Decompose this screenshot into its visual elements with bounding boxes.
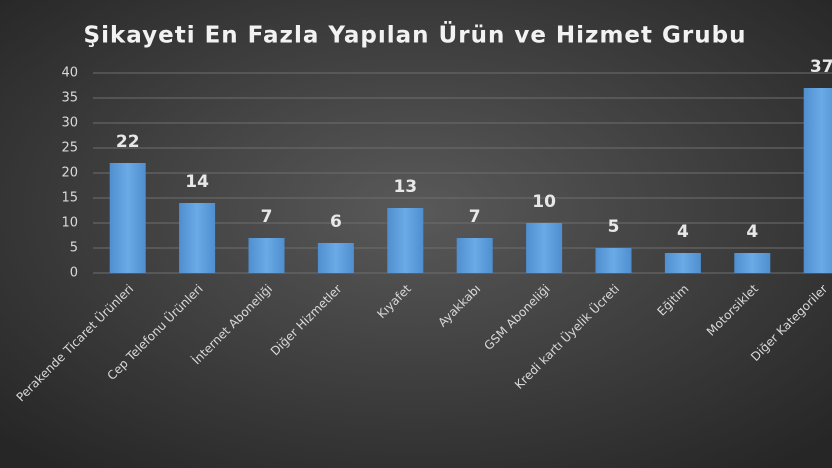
value-label: 5 (608, 217, 620, 237)
bar (456, 238, 493, 273)
bar (664, 253, 701, 273)
y-tick-label: 0 (70, 266, 78, 281)
bar (248, 238, 285, 273)
value-label: 13 (393, 177, 417, 197)
y-tick-label: 25 (61, 141, 78, 156)
value-label: 6 (330, 212, 342, 232)
y-tick-label: 40 (61, 66, 78, 81)
bar (734, 253, 771, 273)
value-label: 14 (185, 172, 209, 192)
bar (109, 163, 146, 273)
y-tick-label: 15 (61, 191, 78, 206)
bar (803, 88, 832, 273)
value-label: 4 (677, 222, 689, 242)
value-label: 7 (469, 207, 481, 227)
y-tick-label: 20 (61, 166, 78, 181)
value-label: 37 (810, 57, 832, 77)
value-label: 10 (532, 192, 556, 212)
y-tick-label: 30 (61, 116, 78, 131)
y-tick-label: 35 (61, 91, 78, 106)
bar (317, 243, 354, 273)
value-label: 22 (116, 132, 140, 152)
bar (387, 208, 424, 273)
value-label: 4 (746, 222, 758, 242)
chart-title: Şikayeti En Fazla Yapılan Ürün ve Hizmet… (84, 21, 747, 49)
bar (526, 223, 563, 273)
y-tick-label: 10 (61, 216, 78, 231)
y-tick-label: 5 (70, 241, 78, 256)
value-label: 7 (261, 207, 273, 227)
bar (595, 248, 632, 273)
bar (179, 203, 216, 273)
